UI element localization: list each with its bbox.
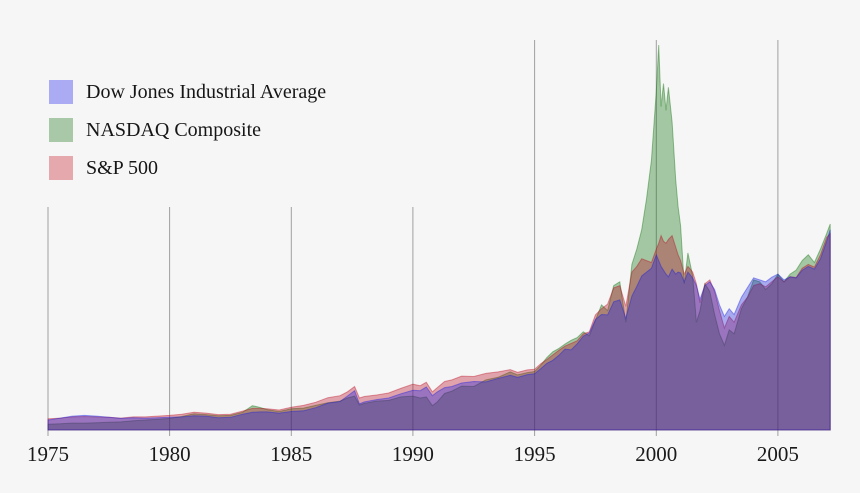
x-tick-label-1975: 1975 <box>27 442 69 466</box>
legend-swatch-sp500 <box>49 156 73 180</box>
legend-swatch-nasdaq <box>49 118 73 142</box>
x-tick-label-1985: 1985 <box>270 442 312 466</box>
x-tick-label-1990: 1990 <box>392 442 434 466</box>
area-sp-500 <box>47 232 831 431</box>
legend-label-nasdaq: NASDAQ Composite <box>86 118 262 141</box>
legend-label-dow-jones: Dow Jones Industrial Average <box>86 80 327 103</box>
x-tick-label-1980: 1980 <box>149 442 191 466</box>
area-nasdaq-composite <box>47 44 831 431</box>
chart-legend: Dow Jones Industrial Average NASDAQ Comp… <box>49 80 326 194</box>
legend-item-dow-jones: Dow Jones Industrial Average <box>49 80 326 104</box>
x-tick-label-2000: 2000 <box>635 442 677 466</box>
legend-item-sp500: S&P 500 <box>49 156 326 180</box>
area-dow-jones-industrial-average <box>47 229 831 431</box>
x-tick-label-1995: 1995 <box>514 442 556 466</box>
gridlines <box>47 40 779 436</box>
area-series <box>47 44 831 431</box>
legend-label-sp500: S&P 500 <box>86 156 159 179</box>
legend-swatch-dow-jones <box>49 80 73 104</box>
x-axis-labels: 1975 1980 1985 1990 1995 2000 2005 <box>27 442 799 466</box>
x-tick-label-2005: 2005 <box>757 442 799 466</box>
legend-item-nasdaq: NASDAQ Composite <box>49 118 326 142</box>
